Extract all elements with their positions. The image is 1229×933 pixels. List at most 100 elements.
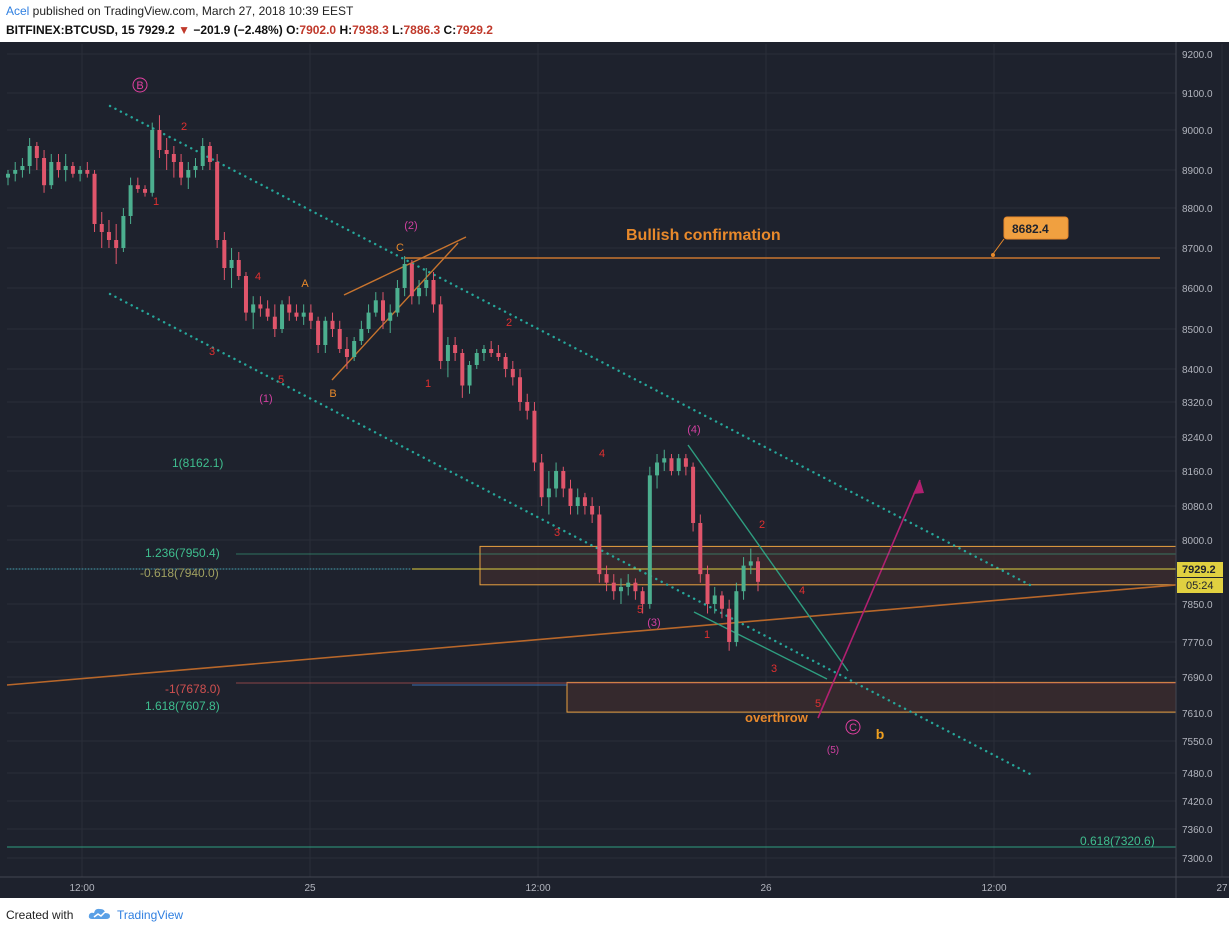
candle-body — [272, 316, 277, 329]
candle-body — [647, 475, 652, 604]
candle-body — [561, 471, 566, 489]
tradingview-brand-link[interactable]: TradingView — [117, 908, 184, 922]
candle-body — [438, 304, 443, 361]
candle-body — [308, 312, 313, 321]
price-chart[interactable]: 1(8162.1) 1.236(7950.4) -0.618(7940.0) -1(7… — [0, 42, 1229, 898]
price-tick-label: 7480.0 — [1182, 769, 1213, 780]
candle-body — [518, 377, 523, 402]
projection-arrowhead — [913, 480, 924, 494]
candle-body — [741, 565, 746, 592]
price-tick-label: 7850.0 — [1182, 600, 1213, 611]
wave-annotation: B — [329, 388, 336, 400]
candle-body — [114, 240, 119, 248]
wave-annotation: 1 — [153, 196, 159, 208]
price-tick-label: 9000.0 — [1182, 126, 1213, 137]
candle-body — [42, 158, 47, 186]
candle-body — [20, 166, 25, 170]
wave-number-label: 2 — [506, 317, 512, 329]
candle-body — [251, 304, 256, 313]
wave-annotation: 4 — [255, 271, 261, 283]
time-tick-label: 25 — [304, 883, 316, 894]
candle-body — [510, 369, 515, 378]
fib-levels: 1(8162.1) 1.236(7950.4) -0.618(7940.0) -1(7… — [140, 456, 1155, 848]
price-callout-pointer — [992, 238, 1005, 255]
zones — [479, 545, 1177, 713]
candle-body — [316, 320, 321, 345]
candle-body — [481, 349, 486, 353]
time-tick-label: 12:00 — [981, 883, 1006, 894]
candle-body — [222, 240, 227, 268]
low-value: 7886.3 — [403, 23, 441, 37]
price-tick-label: 8900.0 — [1182, 166, 1213, 177]
candle-body — [143, 189, 148, 193]
candle-body — [229, 260, 234, 268]
candle-body — [135, 185, 140, 189]
price-tick-label: 8000.0 — [1182, 536, 1213, 547]
candle-body — [705, 574, 710, 604]
wave-annotation: 5 — [278, 374, 284, 386]
symbol-name[interactable]: BITFINEX:BTCUSD, 15 — [6, 23, 135, 37]
candle-body — [27, 146, 32, 166]
candle-body — [546, 488, 551, 498]
wave-c-circle — [845, 719, 861, 735]
fib-level-label: 1.236(7950.4) — [145, 546, 220, 560]
candle-body — [366, 312, 371, 329]
price-tick-label: 7610.0 — [1182, 709, 1213, 720]
candle-body — [150, 130, 155, 193]
low-label: L: — [392, 23, 404, 37]
candle-body — [373, 300, 378, 313]
wedge-falling-lower — [693, 611, 828, 680]
price-tick-label: 8600.0 — [1182, 284, 1213, 295]
wedge-falling-upper — [687, 444, 849, 672]
price-tick-label: 8080.0 — [1182, 502, 1213, 513]
fib-level-label: -1(7678.0) — [165, 682, 220, 696]
candle-body — [532, 410, 537, 463]
candle-body — [359, 329, 364, 341]
tradingview-cloud-icon — [88, 908, 110, 919]
candle-body — [236, 260, 241, 276]
candles — [6, 115, 760, 651]
open-value: 7902.0 — [299, 23, 337, 37]
price-tick-label: 8800.0 — [1182, 204, 1213, 215]
candle-body — [56, 162, 61, 170]
candle-body — [582, 497, 587, 506]
wave-number-label: 5 — [637, 604, 643, 616]
candle-body — [611, 582, 616, 592]
time-tick-label: 12:00 — [525, 883, 550, 894]
candle-body — [431, 280, 436, 305]
candle-body — [640, 591, 645, 604]
candle-body — [85, 170, 90, 174]
price-callout-dot — [991, 253, 995, 257]
fib-level-label: 1(8162.1) — [172, 456, 223, 470]
candle-body — [34, 146, 39, 158]
candle-body — [381, 300, 385, 321]
candle-body — [99, 224, 104, 232]
wave-annotation: 3 — [209, 346, 215, 358]
wave-annotation: overthrow — [745, 710, 809, 725]
fib-level-label: 0.618(7320.6) — [1080, 834, 1155, 848]
price-tick-label: 9200.0 — [1182, 50, 1213, 61]
wave-annotation: A — [301, 278, 309, 290]
candle-body — [70, 166, 75, 174]
candle-body — [719, 595, 724, 609]
price-tick-label: 8400.0 — [1182, 365, 1213, 376]
candle-body — [539, 462, 544, 498]
candle-body — [265, 308, 270, 317]
fib-level-label: 1.618(7607.8) — [145, 699, 220, 713]
down-arrow-icon: ▼ — [178, 23, 190, 37]
wave-number-label: 1 — [425, 378, 431, 390]
wave-number-label: 5 — [815, 698, 821, 710]
open-label: O: — [286, 23, 300, 37]
candle-body — [330, 320, 335, 329]
time-tick-label: 26 — [760, 883, 772, 894]
candle-body — [171, 154, 176, 162]
close-value: 7929.2 — [456, 23, 493, 37]
price-change: −201.9 (−2.48%) — [193, 23, 283, 37]
candle-body — [633, 582, 638, 592]
high-value: 7938.3 — [352, 23, 389, 37]
candle-body — [258, 304, 263, 309]
author-link[interactable]: Acel — [6, 4, 30, 18]
candle-body — [734, 591, 739, 642]
candle-body — [402, 264, 407, 288]
price-callout-box — [1003, 216, 1069, 240]
